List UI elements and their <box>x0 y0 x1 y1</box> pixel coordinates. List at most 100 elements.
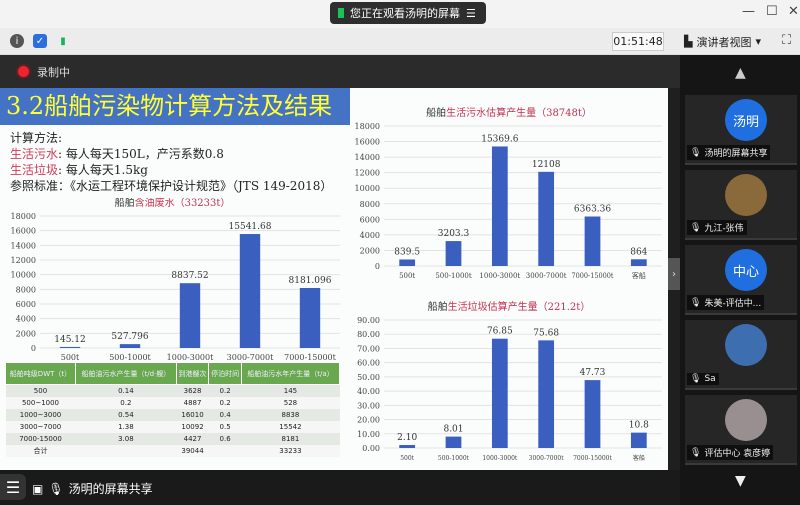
participant-name-tag: 🎙 朱美-评估中... <box>687 295 765 310</box>
table-cell: 3628 <box>176 384 209 397</box>
shield-icon[interactable]: ✓ <box>33 34 47 48</box>
y-tick-label: 18000 <box>11 212 36 221</box>
table-cell: 10092 <box>176 420 209 433</box>
shared-slide: 3.2船舶污染物计算方法及结果 计算方法: 生活污水: 每人每天150L，产污系… <box>0 88 668 470</box>
y-tick-label: 12000 <box>355 169 380 178</box>
share-label: ▣ 🎙 汤明的屏幕共享 <box>32 480 153 497</box>
y-tick-label: 20.00 <box>357 416 380 425</box>
share-label-text: 汤明的屏幕共享 <box>68 482 153 496</box>
list-menu-icon[interactable]: ☰ <box>0 474 26 500</box>
avatar: 中心 <box>725 249 767 291</box>
speaker-view-button[interactable]: ▙ 演讲者视图 ▾ <box>680 32 770 51</box>
y-tick-label: 4000 <box>360 231 380 240</box>
mic-icon: 🎙 <box>690 147 702 158</box>
participant-tile[interactable]: 🎙 Sa <box>685 320 797 390</box>
y-tick-label: 80.00 <box>357 330 380 339</box>
chart-title-part: 含油废水 <box>135 198 175 209</box>
table-cell: 1.38 <box>75 420 177 433</box>
data-label: 864 <box>630 247 647 257</box>
table-row: 3000~7000 1.38 10092 0.5 15542 <box>5 420 340 433</box>
participant-tile[interactable]: 中心 🎙 朱美-评估中... <box>685 245 797 315</box>
method-label: 生活污水 <box>10 147 59 161</box>
oily-wastewater-table: 船舶吨级DWT（t） 船舶油污水产生量（t/d·艘） 到港艘次 停泊时间 船舶油… <box>5 362 341 457</box>
table-cell: 8838 <box>241 408 340 421</box>
participant-name-tag: 🎙 评估中心 袁彦婷 <box>687 445 774 460</box>
chart-title-part: 估算产生量（221.2t） <box>488 300 591 313</box>
layout-icon: ▙ <box>684 35 693 48</box>
menu-icon[interactable]: ☰ <box>466 6 476 20</box>
bar <box>239 234 261 348</box>
y-tick-label: 0.00 <box>362 444 380 453</box>
method-heading: 计算方法: <box>10 131 63 145</box>
data-label: 839.5 <box>394 247 420 257</box>
data-label: 8837.52 <box>171 271 208 281</box>
table-cell: 500~1000 <box>5 396 76 409</box>
bar <box>538 171 555 266</box>
participant-name-tag: 🎙 汤明的屏幕共享 <box>687 145 771 160</box>
fullscreen-icon[interactable]: ⛶ <box>782 33 792 48</box>
scroll-up-icon[interactable]: ▲ <box>735 65 746 81</box>
bar <box>119 344 141 348</box>
chart-title-part: 船舶 <box>115 198 135 209</box>
x-tick-label: 500t <box>399 272 415 280</box>
table-header: 船舶吨级DWT（t） <box>5 362 76 385</box>
viewing-notice[interactable]: 您正在观看汤明的屏幕 ☰ <box>330 2 486 24</box>
collapse-panel-button[interactable]: › <box>668 258 680 290</box>
table-cell: 16010 <box>176 408 209 421</box>
table-cell: 8181 <box>241 432 340 445</box>
bar <box>59 346 81 348</box>
table-cell: 3.08 <box>75 432 177 445</box>
y-tick-label: 10.00 <box>357 430 380 439</box>
bar <box>538 340 555 448</box>
table-cell <box>208 444 242 457</box>
chart-title-part: 估算产生量（38748t） <box>486 106 592 119</box>
table-cell: 39044 <box>176 444 209 457</box>
signal-icon[interactable]: ▮ <box>60 35 66 47</box>
avatar: 汤明 <box>725 99 767 141</box>
method-text: 计算方法: 生活污水: 每人每天150L，产污系数0.8 生活垃圾: 每人每天1… <box>10 130 345 194</box>
data-label: 75.68 <box>533 328 559 338</box>
recording-icon[interactable] <box>18 66 29 77</box>
table-cell: 4887 <box>176 396 209 409</box>
x-tick-label: 3000-7000t <box>526 272 567 280</box>
domestic-sewage-chart: 船舶生活污水估算产生量（38748t） 0 2000 4000 6000 8000 1000… <box>355 106 662 280</box>
data-label: 8181.096 <box>289 276 332 286</box>
bar <box>584 216 601 266</box>
info-icon[interactable]: i <box>10 34 24 48</box>
table-cell: 0.2 <box>208 384 242 397</box>
y-tick-label: 6000 <box>16 300 36 309</box>
bar <box>445 436 462 448</box>
participant-name-tag: 🎙 九江-张伟 <box>687 220 747 235</box>
maximize-button[interactable]: ☐ <box>766 4 778 19</box>
y-tick-label: 30.00 <box>357 401 380 410</box>
table-cell: 3000~7000 <box>5 420 76 433</box>
y-tick-label: 2000 <box>360 246 380 255</box>
table-cell: 0.14 <box>75 384 177 397</box>
chart-title: 船舶含油废水（33233t） <box>115 198 231 209</box>
y-tick-label: 8000 <box>360 200 380 209</box>
slide-title: 3.2船舶污染物计算方法及结果 <box>0 88 350 125</box>
chart-title: 船舶生活垃圾估算产生量（221.2t） <box>428 300 591 313</box>
screen-share-icon: ▣ <box>32 481 44 496</box>
y-tick-label: 12000 <box>11 256 36 265</box>
mic-icon: 🎙 <box>690 222 702 233</box>
table-row: 500 0.14 3628 0.2 145 <box>5 384 340 397</box>
data-label: 2.10 <box>397 433 417 443</box>
participant-tile[interactable]: 🎙 评估中心 袁彦婷 <box>685 395 797 465</box>
chart-title: 船舶生活污水估算产生量（38748t） <box>426 106 592 119</box>
minimize-button[interactable]: — <box>742 4 755 19</box>
participant-tile[interactable]: 🎙 九江-张伟 <box>685 170 797 240</box>
oily-wastewater-chart: 船舶含油废水（33233t） 0 2000 4000 6000 8000 10000 1200… <box>11 198 340 362</box>
y-tick-label: 10000 <box>355 184 380 193</box>
y-tick-label: 50.00 <box>357 373 380 382</box>
data-label: 76.85 <box>487 327 513 337</box>
meeting-timer: 01:51:48 <box>612 32 664 51</box>
participant-tile[interactable]: 汤明 🎙 汤明的屏幕共享 <box>685 95 797 165</box>
x-tick-label: 客船 <box>633 454 645 462</box>
close-button[interactable]: ✕ <box>788 4 799 19</box>
bar <box>584 380 601 448</box>
x-tick-label: 7000-15000t <box>573 455 612 462</box>
x-tick-label: 1000-3000t <box>482 455 518 462</box>
data-label: 10.8 <box>629 421 649 431</box>
scroll-down-icon[interactable]: ▼ <box>735 473 746 489</box>
